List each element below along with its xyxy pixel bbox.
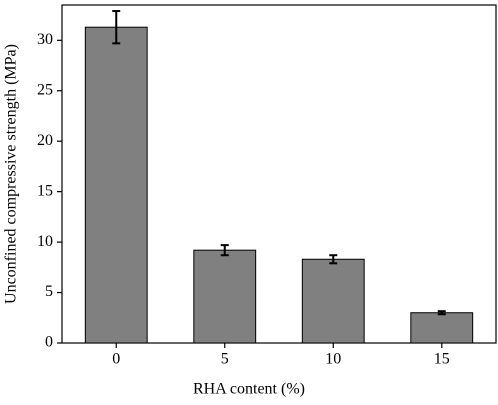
plot-frame — [61, 4, 497, 344]
y-tick-label: 25 — [37, 81, 53, 98]
error-bar — [112, 10, 121, 45]
bar — [84, 26, 148, 344]
y-tick-label: 15 — [37, 182, 53, 199]
error-bar — [220, 244, 229, 257]
x-axis-label: RHA content (%) — [193, 381, 305, 398]
bar — [301, 258, 365, 344]
x-tick-label: 0 — [112, 351, 120, 368]
y-tick-label: 10 — [37, 233, 53, 250]
y-tick-label: 20 — [37, 132, 53, 149]
bar — [193, 249, 257, 344]
error-bar — [437, 310, 446, 316]
bar — [410, 312, 474, 344]
x-tick-label: 15 — [434, 351, 450, 368]
x-tick-label: 10 — [325, 351, 341, 368]
y-axis-label: Unconfined compressive strength (MPa) — [3, 44, 20, 304]
y-tick-label: 5 — [45, 283, 53, 300]
error-bar — [329, 254, 338, 265]
y-tick-label: 30 — [37, 31, 53, 48]
y-tick-label: 0 — [45, 334, 53, 351]
x-tick-label: 5 — [221, 351, 229, 368]
